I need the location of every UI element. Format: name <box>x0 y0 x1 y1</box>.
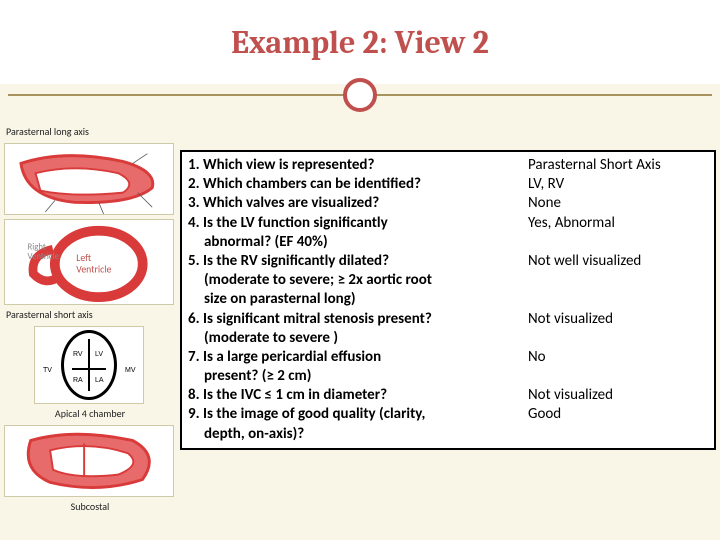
question-text: 3. Which valves are visualized? <box>188 194 522 213</box>
svg-text:Right: Right <box>27 242 45 252</box>
a4c-heart-icon <box>61 330 117 400</box>
sidebar: Parasternal long axis Right Ventricle Le… <box>4 124 174 516</box>
title-area: Example 2: View 2 <box>0 0 720 84</box>
label-rv: RV <box>73 351 83 358</box>
svg-text:Ventricle: Ventricle <box>27 252 59 262</box>
question-text: 8. Is the IVC ≤ 1 cm in diameter? <box>188 386 522 405</box>
answer-text: Not visualized <box>528 310 708 348</box>
question-text: 4. Is the LV function significantlyabnor… <box>188 214 522 252</box>
question-text: 2. Which chambers can be identified? <box>188 175 522 194</box>
question-text: 5. Is the RV significantly dilated?(mode… <box>188 252 522 310</box>
question-text: 9. Is the image of good quality (clarity… <box>188 405 522 443</box>
thumb-caption: Parasternal short axis <box>6 308 174 321</box>
answer-text: Not visualized <box>528 386 708 405</box>
answer-text: LV, RV <box>528 175 708 194</box>
qa-table: 1. Which view is represented?2. Which ch… <box>180 150 716 450</box>
answer-text: Good <box>528 405 708 443</box>
question-text: 1. Which view is represented? <box>188 156 522 175</box>
question-column: 1. Which view is represented?2. Which ch… <box>188 156 522 444</box>
svg-text:Ventricle: Ventricle <box>76 264 111 276</box>
thumb-caption: Apical 4 chamber <box>6 407 174 420</box>
answer-text: Yes, Abnormal <box>528 214 708 252</box>
svg-text:Left: Left <box>76 252 91 264</box>
subcostal-heart-icon <box>5 426 173 496</box>
answer-text: Not well visualized <box>528 252 708 310</box>
answer-text: None <box>528 194 708 213</box>
label-lv: LV <box>95 351 103 358</box>
thumb-caption: Parasternal long axis <box>6 125 174 138</box>
label-la: LA <box>95 377 104 384</box>
question-text: 6. Is significant mitral stenosis presen… <box>188 310 522 348</box>
page-title: Example 2: View 2 <box>231 24 489 61</box>
answer-column: Parasternal Short AxisLV, RVNoneYes, Abn… <box>528 156 708 444</box>
thumb-psax: Right Ventricle Left Ventricle <box>4 219 174 305</box>
thumb-a4c: RV LV RA LA TV MV <box>34 326 144 404</box>
label-ra: RA <box>73 377 83 384</box>
answer-text: No <box>528 348 708 386</box>
thumb-caption: Subcostal <box>6 500 174 513</box>
plax-heart-icon <box>5 144 173 214</box>
question-text: 7. Is a large pericardial effusionpresen… <box>188 348 522 386</box>
thumb-subcostal <box>4 425 174 497</box>
slide: Example 2: View 2 Parasternal long axis … <box>0 0 720 540</box>
answer-text: Parasternal Short Axis <box>528 156 708 175</box>
psax-heart-icon: Right Ventricle Left Ventricle <box>5 220 173 304</box>
thumb-plax <box>4 143 174 215</box>
label-mv: MV <box>125 367 136 374</box>
accent-ring-icon <box>343 78 377 112</box>
label-tv: TV <box>43 367 52 374</box>
